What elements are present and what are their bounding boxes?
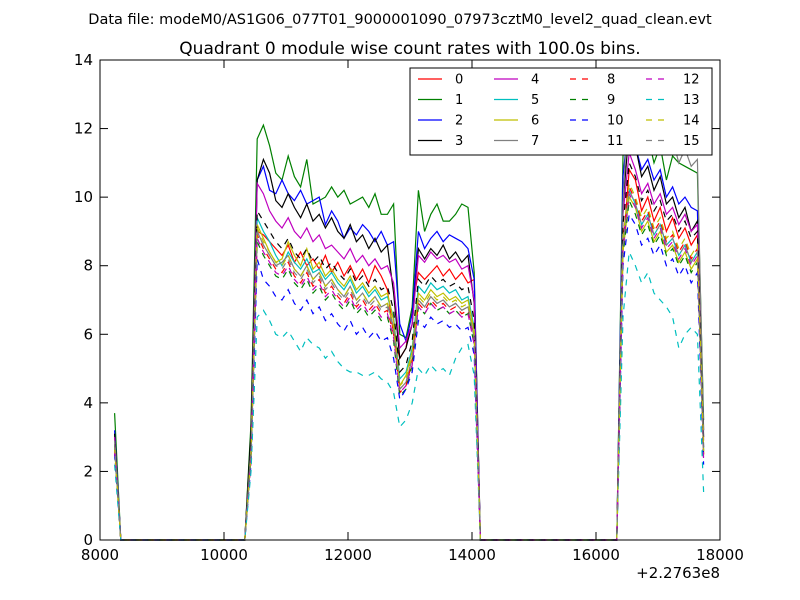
series-line-3 [114, 128, 705, 541]
x-tick-label: 14000 [448, 546, 496, 564]
x-tick-label: 18000 [696, 546, 744, 564]
legend-label-2: 2 [455, 114, 463, 129]
series-line-14 [114, 181, 705, 541]
legend-label-12: 12 [683, 73, 700, 88]
y-tick-label: 14 [74, 51, 93, 69]
x-tick-label: 16000 [572, 546, 620, 564]
x-offset-label: +2.2763e8 [636, 564, 720, 582]
legend-label-0: 0 [455, 73, 463, 88]
legend-label-1: 1 [455, 93, 463, 108]
series-line-5 [114, 188, 705, 541]
series-line-6 [114, 195, 705, 541]
x-tick-label: 8000 [81, 546, 119, 564]
legend-label-14: 14 [683, 114, 700, 129]
legend-label-10: 10 [607, 114, 624, 129]
x-tick-label: 12000 [324, 546, 372, 564]
y-tick-label: 12 [74, 120, 93, 138]
legend-label-5: 5 [531, 93, 539, 108]
legend-label-4: 4 [531, 73, 539, 88]
y-tick-label: 8 [83, 257, 93, 275]
plot-area: 8000 10000 12000 14000 16000 1800002468101214… [74, 51, 744, 564]
series-line-12 [114, 191, 705, 541]
series-line-8 [114, 184, 705, 541]
x-tick-label: 10000 [200, 546, 248, 564]
series-line-4 [114, 152, 705, 541]
series-line-9 [114, 198, 705, 541]
chart-title: Quadrant 0 module wise count rates with … [179, 39, 640, 59]
legend-label-11: 11 [607, 134, 624, 149]
series-line-11 [114, 160, 705, 541]
y-tick-label: 10 [74, 188, 93, 206]
y-tick-label: 0 [83, 531, 93, 549]
legend-label-13: 13 [683, 93, 700, 108]
axes-frame [99, 59, 721, 541]
legend-label-6: 6 [531, 114, 539, 129]
series-line-10 [114, 212, 705, 541]
series-line-13 [114, 249, 705, 541]
chart-suptitle: Data file: modeM0/AS1G06_077T01_90000010… [88, 12, 712, 28]
series-line-15 [114, 188, 705, 541]
legend-label-8: 8 [607, 73, 615, 88]
legend-label-9: 9 [607, 93, 615, 108]
legend-label-15: 15 [683, 134, 700, 149]
y-tick-label: 2 [83, 462, 93, 480]
y-tick-label: 6 [83, 325, 93, 343]
y-tick-label: 4 [83, 394, 93, 412]
legend-label-3: 3 [455, 134, 463, 149]
legend-label-7: 7 [531, 134, 539, 149]
